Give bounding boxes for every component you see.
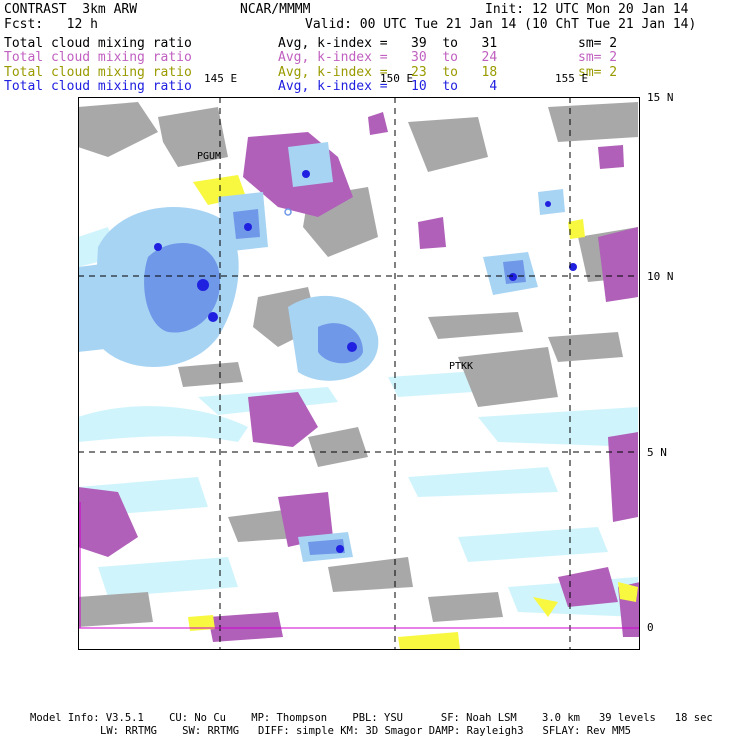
lat-lon-grid <box>78 97 640 650</box>
dark-blue-cores <box>154 170 577 553</box>
model-title: CONTRAST 3km ARW <box>4 2 138 17</box>
lat-label-0: 0 <box>647 621 654 634</box>
org-title: NCAR/MMMM <box>240 2 311 17</box>
field-range-3: Avg, k-index = 23 to 18 <box>278 65 498 80</box>
pgum-marker <box>284 208 292 216</box>
field-range-1: Avg, k-index = 39 to 31 <box>278 36 498 51</box>
valid-time: Valid: 00 UTC Tue 21 Jan 14 (10 ChT Tue … <box>305 17 697 32</box>
field-name-3: Total cloud mixing ratio <box>4 65 192 80</box>
station-label-pgum: PGUM <box>197 151 222 162</box>
field-range-4: Avg, k-index = 10 to 4 <box>278 79 498 94</box>
lon-label-155: 155 E <box>555 72 589 85</box>
station-label-ptkk: PTKK <box>449 361 474 372</box>
field-sm-1: sm= 2 <box>578 36 618 51</box>
field-range-2: Avg, k-index = 30 to 24 <box>278 50 498 65</box>
lat-label-15n: 15 N <box>647 91 674 104</box>
init-time: Init: 12 UTC Mon 20 Jan 14 <box>485 2 689 17</box>
cloud-mixing-ratio-map <box>78 97 640 650</box>
model-info-line1: Model Info: V3.5.1 CU: No Cu MP: Thompso… <box>30 712 713 724</box>
field-sm-3: sm= 2 <box>578 65 618 80</box>
forecast-hour: Fcst: 12 h <box>4 17 98 32</box>
field-name-2: Total cloud mixing ratio <box>4 50 192 65</box>
field-sm-2: sm= 2 <box>578 50 618 65</box>
lon-label-150: 150 E <box>380 72 414 85</box>
model-info-line2: LW: RRTMG SW: RRTMG DIFF: simple KM: 3D … <box>100 725 632 737</box>
lon-label-145: 145 E <box>204 72 238 85</box>
lat-label-10n: 10 N <box>647 270 674 283</box>
field-name-4: Total cloud mixing ratio <box>4 79 192 94</box>
map-frame <box>78 97 640 650</box>
lat-label-5n: 5 N <box>647 446 667 459</box>
field-name-1: Total cloud mixing ratio <box>4 36 192 51</box>
